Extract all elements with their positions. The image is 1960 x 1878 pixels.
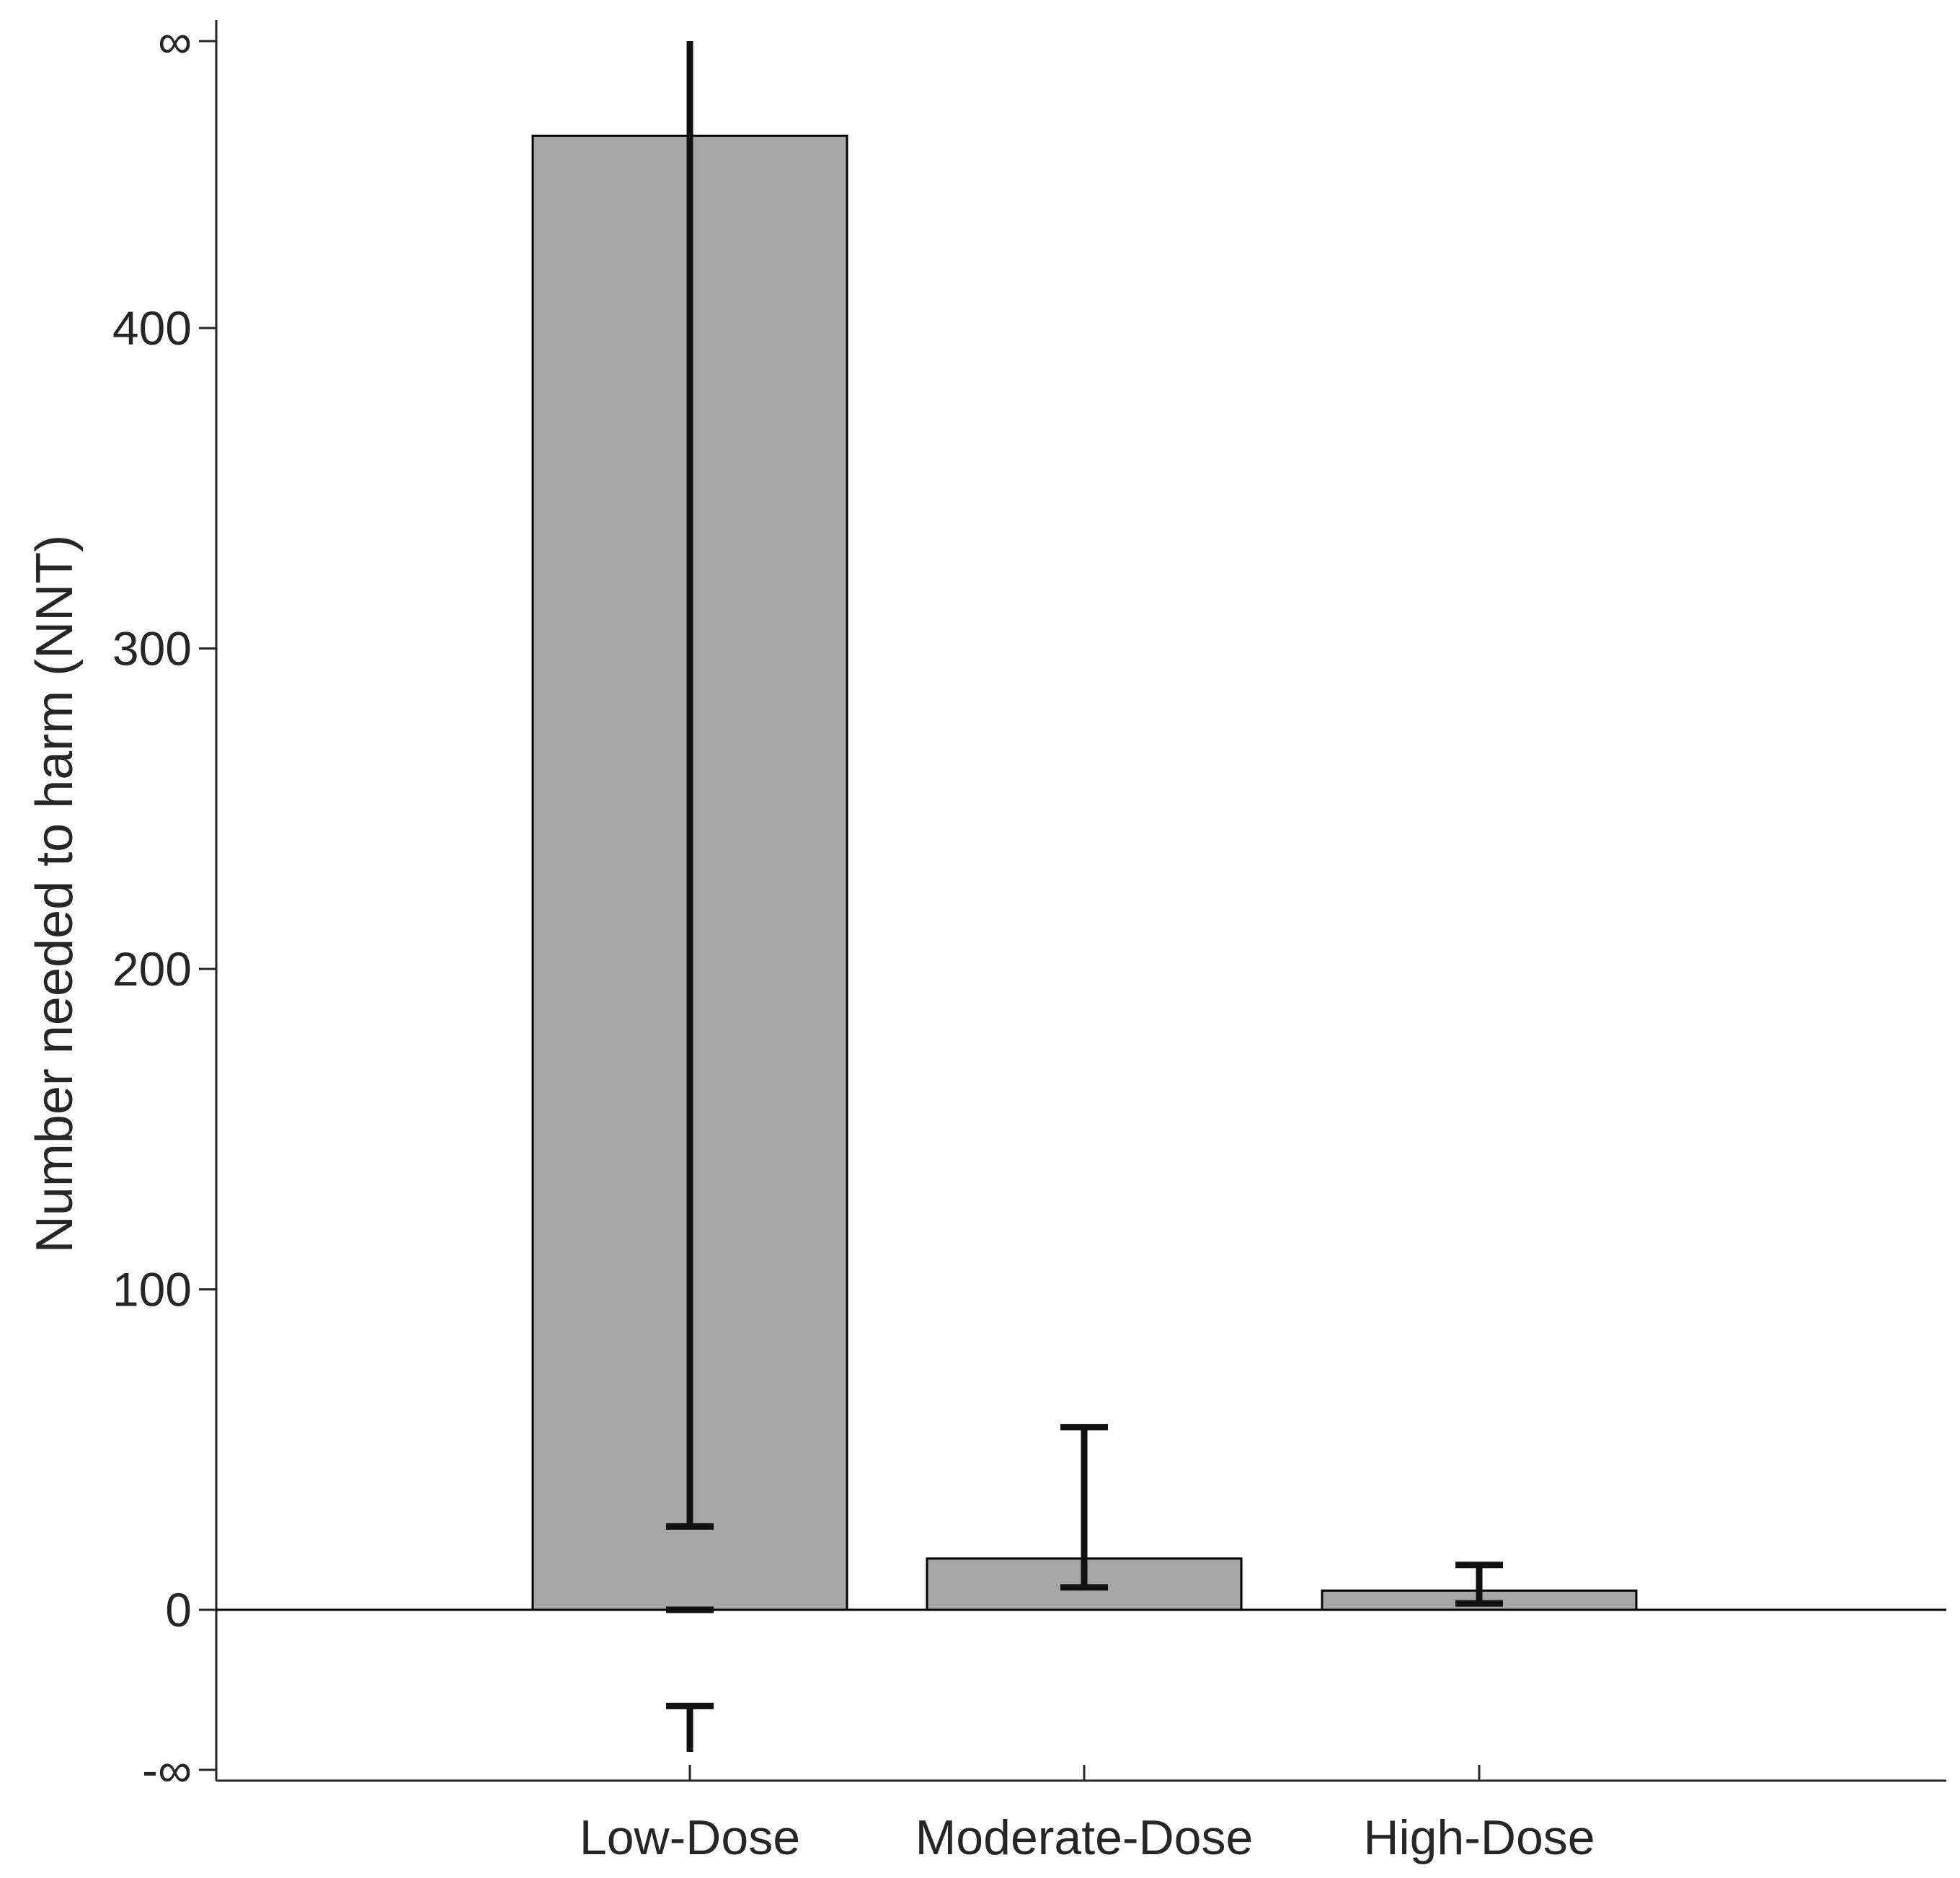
y-tick-label-200: 200 <box>112 942 192 996</box>
y-tick-label-300: 300 <box>112 622 192 676</box>
bars <box>531 134 1638 1611</box>
y-tick-label-neg-inf: -∞ <box>142 1743 192 1797</box>
x-tick-label-moderate-dose: Moderate-Dose <box>915 1810 1254 1865</box>
y-tick-label-400: 400 <box>112 301 192 355</box>
y-tick-label-100: 100 <box>112 1263 192 1316</box>
x-axis-ticks: Low-Dose Moderate-Dose High-Dose <box>580 1765 1595 1865</box>
error-bars <box>666 41 1503 1752</box>
y-tick-label-pos-inf: ∞ <box>158 14 192 68</box>
y-tick-label-0: 0 <box>165 1583 192 1636</box>
y-axis-ticks: -∞ 0 100 200 300 400 ∞ <box>112 14 216 1797</box>
y-axis-label: Number needed to harm (NNT) <box>26 535 84 1253</box>
x-tick-label-low-dose: Low-Dose <box>580 1810 800 1865</box>
x-tick-label-high-dose: High-Dose <box>1363 1810 1595 1865</box>
